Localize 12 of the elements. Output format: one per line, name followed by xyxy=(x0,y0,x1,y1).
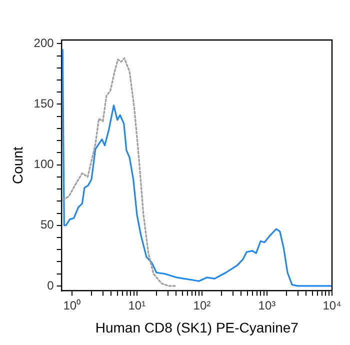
y-tick-label: 50 xyxy=(40,218,54,232)
y-tick-label: 200 xyxy=(34,36,54,50)
x-tick-label: 10⁴ xyxy=(322,298,342,312)
x-axis-title: Human CD8 (SK1) PE-Cyanine7 xyxy=(95,319,299,336)
x-tick-label: 10² xyxy=(193,298,211,312)
y-tick-label: 150 xyxy=(34,96,54,111)
x-tick-label: 10⁰ xyxy=(63,298,81,312)
y-tick-label: 100 xyxy=(34,157,54,172)
x-tick-label: 10¹ xyxy=(128,298,146,312)
y-axis-title: Count xyxy=(9,146,26,184)
x-tick-label: 10³ xyxy=(258,298,276,312)
y-tick-label: 0 xyxy=(47,278,54,292)
